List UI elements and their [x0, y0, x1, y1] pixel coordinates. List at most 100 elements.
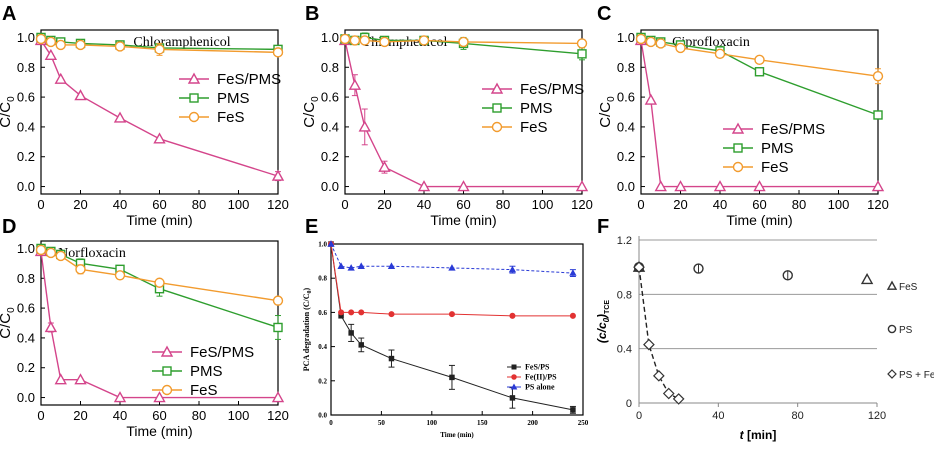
plot-frame	[330, 243, 584, 416]
data-point	[339, 33, 351, 45]
legend: FeS/PMS PMS FeS	[179, 71, 281, 126]
x-tick-label: 80	[792, 197, 806, 212]
data-point	[576, 38, 588, 49]
y-tick-label: 0.8	[318, 275, 327, 283]
data-point	[347, 264, 355, 271]
x-tick-label: 250	[578, 419, 589, 427]
y-axis-label: C/C0	[301, 96, 321, 128]
legend-label: PS + FeS	[899, 370, 934, 381]
data-point	[388, 355, 395, 362]
data-point	[509, 395, 516, 401]
x-tick-label: 120	[868, 410, 886, 422]
data-point	[45, 247, 57, 259]
data-point	[358, 342, 364, 348]
data-point	[113, 111, 127, 123]
data-point	[348, 78, 362, 90]
y-tick-label: 1.0	[617, 30, 635, 45]
data-point	[358, 309, 365, 316]
y-tick-label: 0.2	[617, 149, 635, 164]
y-tick-label: 0.4	[17, 119, 35, 134]
data-point	[272, 47, 284, 58]
data-point	[154, 44, 165, 55]
y-tick-label: 0.4	[617, 344, 632, 356]
y-tick-label: 0.0	[318, 412, 327, 420]
data-point	[662, 387, 675, 400]
y-tick-label: 0.6	[617, 90, 635, 105]
legend: FeS/PMS PMS FeS	[482, 81, 584, 136]
x-tick-label: 40	[713, 197, 727, 212]
y-axis-label-main: C/C	[0, 102, 14, 128]
y-axis-label: PCA degradation (C/C0)	[302, 287, 313, 371]
series-line	[330, 243, 573, 317]
y-axis-label-main: (c/c	[595, 322, 609, 343]
panel-title: Norfloxacin	[58, 246, 126, 261]
legend-marker	[733, 143, 743, 153]
data-point	[644, 93, 658, 105]
data-point	[357, 262, 365, 269]
data-point	[154, 277, 165, 288]
legend-marker	[491, 121, 503, 133]
x-axis-label: Time (min)	[440, 431, 474, 439]
legend-label: FeS	[190, 382, 218, 399]
series-fes	[35, 244, 284, 306]
data-point	[271, 391, 285, 403]
y-tick-label: 0.2	[17, 360, 35, 375]
x-tick-label: 80	[192, 197, 206, 212]
data-point	[457, 180, 470, 192]
data-point	[75, 264, 86, 275]
x-tick-label: 100	[828, 197, 850, 212]
y-tick-label: 0.8	[617, 289, 632, 301]
legend-label: PMS	[190, 363, 223, 380]
x-tick-label: 0	[37, 197, 44, 212]
legend-label: FeS/PMS	[190, 344, 254, 361]
series-ps-fes	[633, 261, 685, 405]
legend-label: PMS	[761, 140, 794, 157]
panel-c: C 0 20 40 60 80 100 120 0.0 0.2 0.4 0.6 0.8 1.0 Time (…	[597, 3, 889, 228]
y-tick-label: 0.0	[617, 179, 635, 194]
legend-label: FeS/PMS	[520, 81, 584, 98]
y-tick-label: 0.8	[321, 60, 339, 75]
data-point	[113, 391, 127, 403]
legend-label: FeS/PMS	[761, 121, 825, 138]
x-tick-label: 100	[228, 197, 250, 212]
data-point	[872, 71, 884, 82]
y-axis-label-main: C/C	[597, 102, 614, 128]
data-point	[387, 262, 396, 269]
y-axis-label-sub: 0	[310, 96, 321, 102]
legend-label: PMS	[520, 100, 553, 117]
data-point	[448, 264, 456, 271]
data-point	[378, 160, 391, 172]
panel-label: B	[305, 3, 319, 25]
data-point	[508, 265, 517, 273]
x-tick-label: 50	[378, 419, 386, 427]
data-point	[672, 393, 685, 405]
series-line	[40, 251, 278, 399]
fit-line	[638, 267, 680, 400]
series-fes	[35, 33, 284, 58]
series-ps-alone	[327, 240, 577, 277]
x-tick-label: 60	[456, 197, 470, 212]
y-tick-label: 0.8	[617, 60, 635, 75]
series-ps	[633, 261, 793, 281]
legend-label: FeS	[761, 159, 789, 176]
data-point	[35, 33, 47, 45]
data-point	[509, 312, 516, 319]
x-tick-label: 80	[792, 410, 804, 422]
legend-marker	[187, 72, 201, 84]
y-tick-label: 0.4	[17, 330, 35, 345]
data-point	[569, 269, 577, 276]
data-point	[44, 321, 58, 333]
data-point	[153, 132, 166, 144]
legend-label: FeS/PMS	[217, 71, 281, 88]
x-tick-label: 120	[267, 408, 289, 423]
y-tick-label: 0.2	[318, 377, 327, 385]
data-point	[655, 38, 666, 49]
data-point	[652, 369, 665, 382]
panel-label: E	[305, 216, 318, 238]
legend: FeS PS PS + FeS	[886, 280, 934, 381]
y-axis-label-sub0: 0	[602, 317, 611, 322]
legend-marker	[887, 324, 897, 334]
y-tick-label: 0.2	[321, 149, 339, 164]
x-tick-label: 20	[73, 408, 87, 423]
plot-frame	[640, 29, 879, 195]
